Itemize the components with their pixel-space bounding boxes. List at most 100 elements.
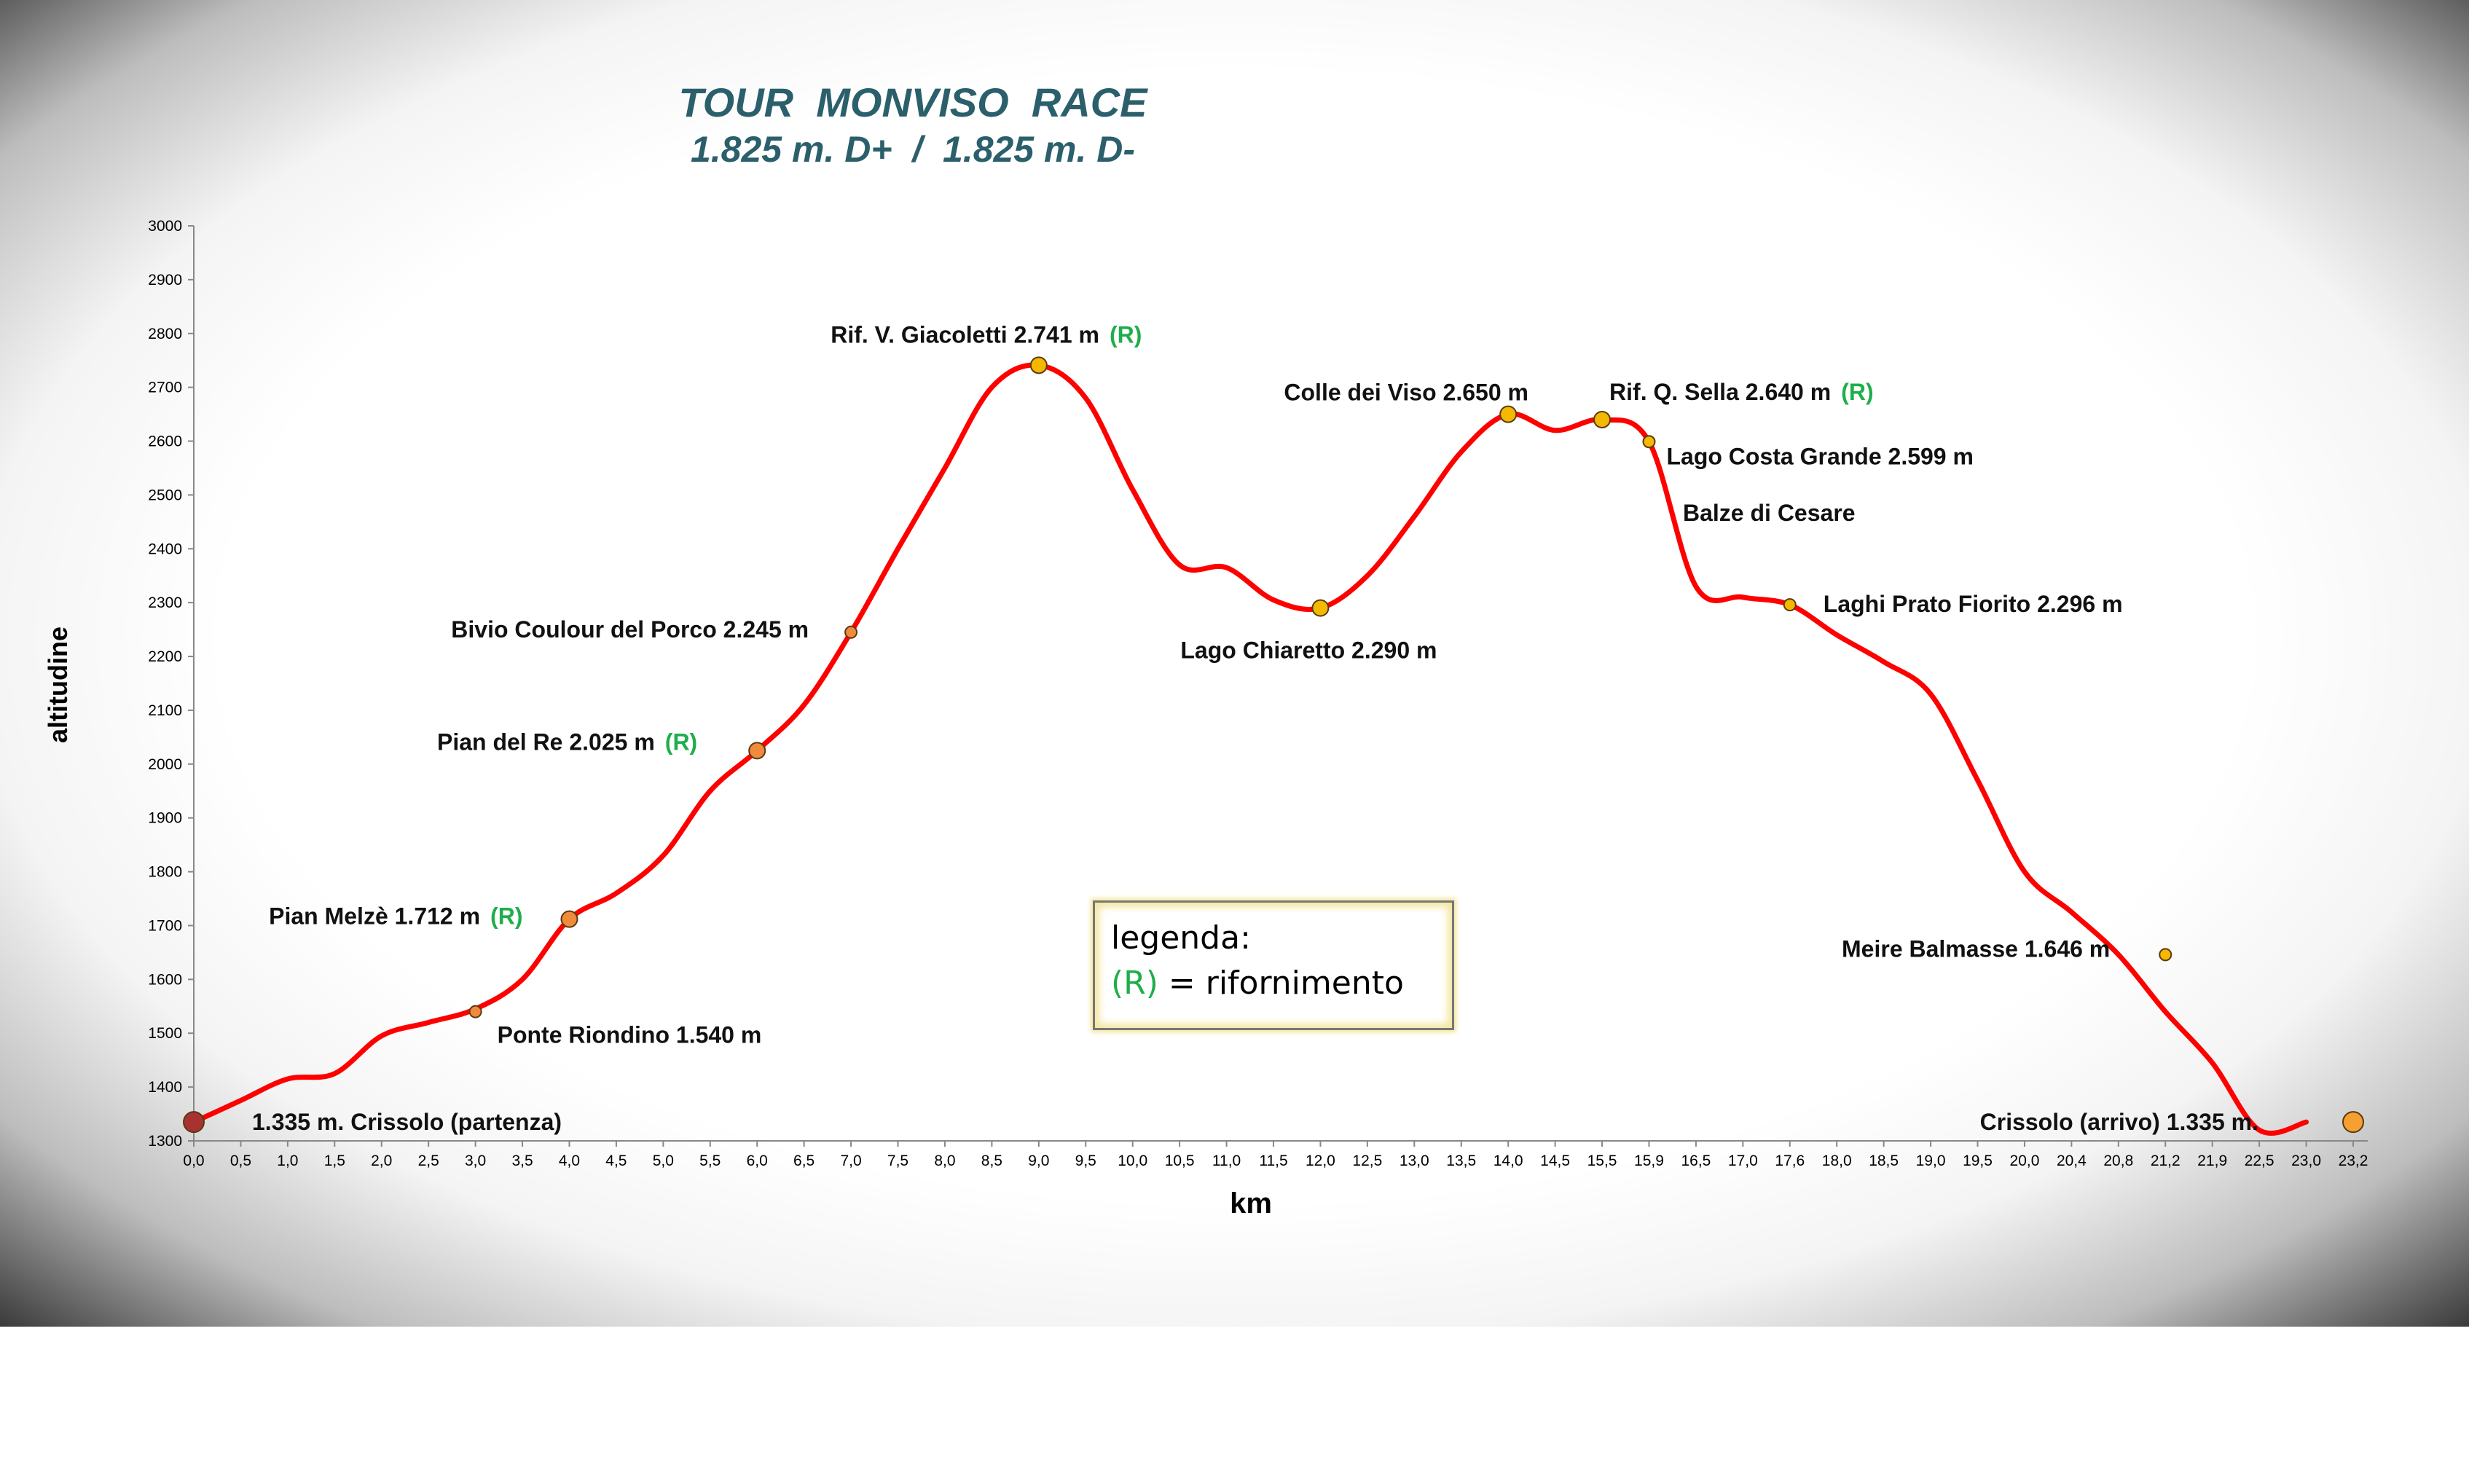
y-tick-label: 1300 [148, 1133, 182, 1150]
x-tick-label: 13,5 [1446, 1153, 1476, 1169]
x-tick-label: 2,5 [418, 1153, 439, 1169]
waypoint-name: Meire Balmasse 1.646 m [1842, 935, 2110, 962]
x-axis-label: km [1230, 1187, 1272, 1220]
waypoint-name: 1.335 m. Crissolo (partenza) [252, 1109, 562, 1135]
refuel-badge: (R) [1841, 379, 1873, 405]
waypoint-marker [1642, 435, 1656, 449]
y-tick-label: 2300 [148, 594, 182, 611]
x-tick-label: 11,5 [1259, 1153, 1287, 1169]
x-tick-label: 23,2 [2339, 1153, 2368, 1169]
legend-refuel-symbol: (R) [1111, 965, 1158, 1002]
x-tick-label: 5,0 [653, 1153, 674, 1169]
x-tick-label: 4,5 [605, 1153, 627, 1169]
x-tick-label: 8,5 [981, 1153, 1002, 1169]
y-tick-label: 2800 [148, 326, 182, 342]
waypoint-marker [2342, 1111, 2364, 1134]
x-tick-label: 10,0 [1118, 1153, 1147, 1169]
x-tick-label: 13,0 [1400, 1153, 1429, 1169]
waypoint-name: Crissolo (arrivo) 1.335 m. [1980, 1109, 2258, 1135]
x-tick-label: 17,0 [1728, 1153, 1758, 1169]
x-tick-label: 12,5 [1352, 1153, 1382, 1169]
x-tick-label: 16,5 [1681, 1153, 1711, 1169]
waypoint-label: Rif. V. Giacoletti 2.741 m (R) [831, 321, 1142, 348]
waypoint-label: Lago Costa Grande 2.599 m [1666, 443, 1973, 469]
waypoint-name: Rif. V. Giacoletti 2.741 m [831, 321, 1099, 348]
waypoint-marker [560, 910, 578, 928]
y-tick-label: 1700 [148, 917, 182, 934]
waypoint-name: Colle dei Viso 2.650 m [1284, 380, 1528, 406]
plot-area: 1.335 m. Crissolo (partenza) Ponte Riondi… [183, 321, 2364, 1136]
x-tick-label: 14,5 [1540, 1153, 1570, 1169]
axes: 1300 1400 1500 1600 1700 1800 1900 2000 2100 2200… [148, 218, 2368, 1169]
x-tick-label: 7,5 [887, 1153, 908, 1169]
y-tick-label: 2700 [148, 380, 182, 396]
legend-refuel-text: = rifornimento [1158, 965, 1404, 1002]
x-tick-label: 8,0 [934, 1153, 955, 1169]
waypoint-name: Bivio Coulour del Porco 2.245 m [451, 616, 809, 643]
y-tick-label: 1400 [148, 1079, 182, 1096]
y-tick-label: 2600 [148, 433, 182, 450]
waypoint-label: Meire Balmasse 1.646 m [1842, 935, 2110, 962]
legend-entry: (R) = rifornimento [1111, 961, 1436, 1006]
x-tick-label: 1,0 [277, 1153, 298, 1169]
x-tick-label: 0,0 [183, 1153, 204, 1169]
x-tick-label: 23,0 [2291, 1153, 2321, 1169]
legend: legenda: (R) = rifornimento [1093, 900, 1454, 1030]
x-tick-label: 7,0 [840, 1153, 861, 1169]
waypoint-label: Balze di Cesare [1683, 500, 1856, 526]
x-tick-label: 3,0 [465, 1153, 486, 1169]
x-tick-label: 18,5 [1869, 1153, 1899, 1169]
x-tick-label: 5,5 [699, 1153, 721, 1169]
y-tick-label: 2200 [148, 648, 182, 665]
x-tick-label: 20,0 [2010, 1153, 2040, 1169]
y-tick-label: 1500 [148, 1025, 182, 1042]
x-tick-label: 19,0 [1916, 1153, 1946, 1169]
refuel-badge: (R) [1110, 321, 1142, 348]
waypoint-label: Lago Chiaretto 2.290 m [1180, 637, 1437, 664]
y-tick-label: 2900 [148, 272, 182, 288]
waypoint-name: Laghi Prato Fiorito 2.296 m [1824, 591, 2123, 617]
chart-title: TOUR MONVISO RACE [678, 79, 1148, 125]
waypoint-label: Pian del Re 2.025 m (R) [437, 729, 697, 755]
waypoint-label: 1.335 m. Crissolo (partenza) [252, 1109, 562, 1135]
y-tick-label: 1600 [148, 971, 182, 988]
x-tick-label: 4,0 [559, 1153, 580, 1169]
x-tick-label: 18,0 [1822, 1153, 1852, 1169]
waypoint-name: Pian del Re 2.025 m [437, 729, 655, 755]
x-tick-label: 15,5 [1587, 1153, 1617, 1169]
x-tick-label: 2,0 [371, 1153, 392, 1169]
x-tick-label: 9,0 [1028, 1153, 1049, 1169]
waypoint-label: Colle dei Viso 2.650 m [1284, 380, 1528, 406]
waypoint-name: Rif. Q. Sella 2.640 m [1609, 379, 1831, 405]
waypoint-marker [1593, 410, 1612, 428]
waypoint-marker [1499, 405, 1518, 423]
x-tick-label: 6,0 [747, 1153, 768, 1169]
x-tick-label: 22,5 [2245, 1153, 2274, 1169]
x-tick-label: 10,5 [1165, 1153, 1195, 1169]
y-tick-label: 2100 [148, 702, 182, 719]
y-axis-label: altitudine [43, 627, 73, 743]
waypoint-marker [2159, 948, 2172, 962]
x-tick-label: 20,4 [2057, 1153, 2087, 1169]
x-tick-label: 0,5 [230, 1153, 251, 1169]
y-tick-label: 1800 [148, 864, 182, 881]
x-tick-label: 21,2 [2151, 1153, 2181, 1169]
waypoint-label: Ponte Riondino 1.540 m [498, 1022, 762, 1048]
x-tick-label: 17,6 [1775, 1153, 1805, 1169]
y-tick-label: 2400 [148, 541, 182, 557]
waypoint-marker [844, 625, 858, 639]
legend-title: legenda: [1111, 919, 1251, 957]
refuel-badge: (R) [665, 729, 697, 755]
waypoint-marker [1029, 356, 1048, 374]
waypoint-label: Laghi Prato Fiorito 2.296 m [1824, 591, 2123, 617]
x-tick-label: 12,0 [1306, 1153, 1335, 1169]
refuel-badge: (R) [490, 903, 522, 930]
x-tick-label: 21,9 [2197, 1153, 2227, 1169]
waypoint-name: Ponte Riondino 1.540 m [498, 1022, 762, 1048]
x-tick-label: 15,9 [1634, 1153, 1664, 1169]
waypoint-name: Balze di Cesare [1683, 500, 1856, 526]
waypoint-name: Pian Melzè 1.712 m [269, 903, 480, 930]
waypoint-label: Crissolo (arrivo) 1.335 m. [1980, 1109, 2258, 1135]
x-tick-label: 9,5 [1075, 1153, 1096, 1169]
x-tick-label: 19,5 [1963, 1153, 1993, 1169]
